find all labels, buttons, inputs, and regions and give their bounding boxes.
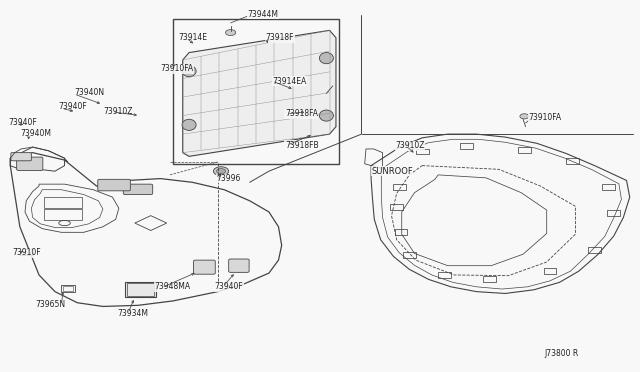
Ellipse shape xyxy=(182,119,196,131)
Text: 73918FA: 73918FA xyxy=(285,109,318,118)
Text: 73914E: 73914E xyxy=(178,33,207,42)
Bar xyxy=(518,147,531,153)
Text: 73996: 73996 xyxy=(216,174,241,183)
Text: 73934M: 73934M xyxy=(117,310,148,318)
Text: 73910Z: 73910Z xyxy=(103,108,132,116)
FancyBboxPatch shape xyxy=(124,184,153,195)
Bar xyxy=(173,19,339,164)
Text: 73910FA: 73910FA xyxy=(161,64,193,73)
Bar xyxy=(394,184,406,190)
Text: 73940F: 73940F xyxy=(58,102,87,111)
Polygon shape xyxy=(182,31,336,156)
FancyBboxPatch shape xyxy=(11,153,31,161)
Text: 73948MA: 73948MA xyxy=(154,282,190,291)
Bar xyxy=(566,158,579,164)
Text: 73910FA: 73910FA xyxy=(528,113,561,122)
Bar xyxy=(61,285,76,292)
Bar xyxy=(44,197,83,208)
Text: 73940F: 73940F xyxy=(214,282,243,291)
Text: 73940M: 73940M xyxy=(20,129,51,138)
Circle shape xyxy=(520,114,529,119)
Text: 73918FB: 73918FB xyxy=(285,141,319,150)
FancyBboxPatch shape xyxy=(228,259,249,272)
Text: 73944M: 73944M xyxy=(247,10,278,19)
Bar xyxy=(403,252,416,258)
Bar xyxy=(543,268,556,274)
Circle shape xyxy=(225,30,236,36)
Text: SUNROOF: SUNROOF xyxy=(371,167,413,176)
Bar xyxy=(44,209,83,220)
Ellipse shape xyxy=(319,52,333,64)
Bar xyxy=(20,249,33,254)
Bar xyxy=(127,283,154,296)
Bar xyxy=(390,204,403,210)
Text: 73965N: 73965N xyxy=(36,300,66,309)
Text: J73800 R: J73800 R xyxy=(545,349,579,358)
Bar xyxy=(607,210,620,216)
Bar xyxy=(63,286,74,291)
Circle shape xyxy=(213,167,228,176)
Text: 73914EA: 73914EA xyxy=(272,77,307,86)
FancyBboxPatch shape xyxy=(17,157,43,170)
Bar xyxy=(483,276,495,282)
Bar xyxy=(588,247,601,253)
Bar xyxy=(602,184,615,190)
FancyBboxPatch shape xyxy=(193,260,215,274)
FancyBboxPatch shape xyxy=(98,179,131,191)
Bar xyxy=(438,272,451,278)
Bar xyxy=(125,282,156,297)
Ellipse shape xyxy=(182,65,196,77)
Ellipse shape xyxy=(319,110,333,121)
Text: 73940N: 73940N xyxy=(74,88,104,97)
Bar xyxy=(416,148,429,154)
Text: 73910Z: 73910Z xyxy=(396,141,425,151)
Circle shape xyxy=(216,169,225,174)
Text: 73910F: 73910F xyxy=(12,248,41,257)
Bar xyxy=(395,229,408,235)
Text: 73918F: 73918F xyxy=(266,33,294,42)
Bar xyxy=(461,143,473,149)
Text: 73940F: 73940F xyxy=(8,119,37,128)
